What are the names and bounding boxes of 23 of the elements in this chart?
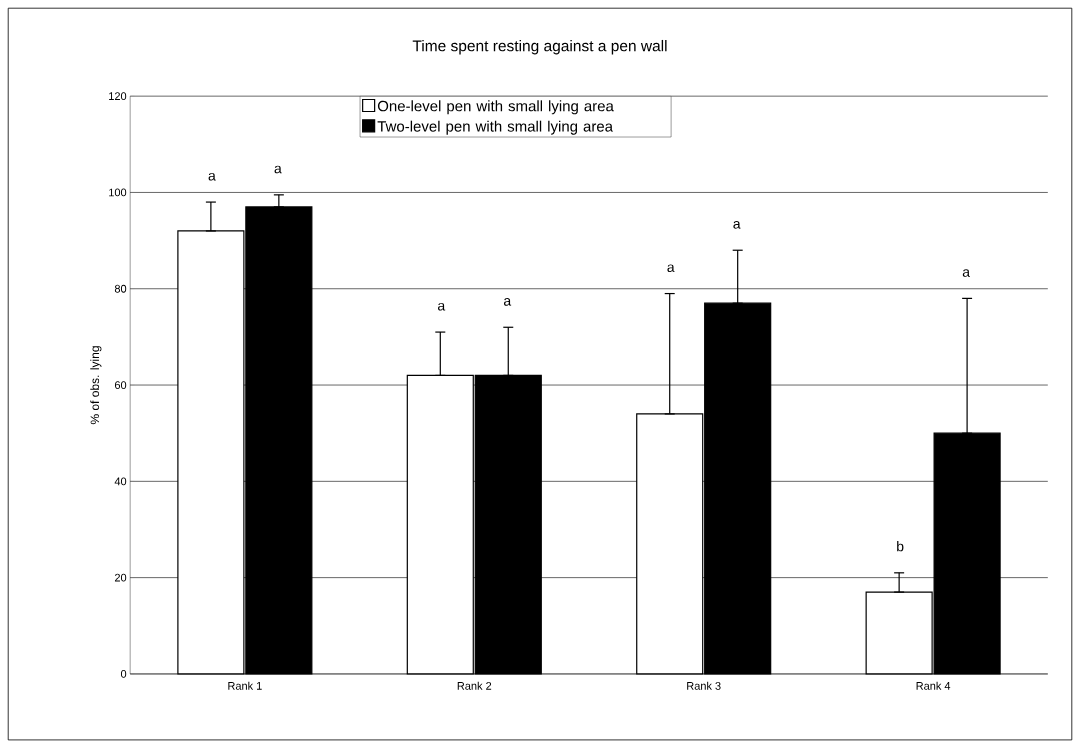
annotation: b (897, 540, 904, 552)
annotation: a (208, 172, 216, 181)
y-tick-label: 100 (109, 188, 127, 197)
y-tick-label: 60 (114, 381, 127, 389)
annotation: a (274, 165, 282, 174)
annotation: a (733, 221, 741, 229)
annotation: a (667, 264, 675, 272)
x-tick-label: Rank 1 (228, 681, 262, 690)
x-tick-label: Rank 4 (916, 681, 951, 690)
annotation: a (962, 269, 970, 277)
y-tick-label: 20 (114, 573, 127, 582)
legend-label: One-level pen with small lying area (377, 100, 614, 115)
legend-label: Two-level pen with small lying area (377, 120, 614, 135)
x-tick-label: Rank 2 (457, 681, 492, 690)
y-tick-label: 0 (120, 669, 127, 678)
y-tick-label: 120 (109, 92, 127, 100)
x-tick-label: Rank 3 (687, 681, 721, 690)
annotation: a (438, 302, 446, 311)
chart-title: Time spent resting against a pen wall (412, 39, 667, 55)
y-tick-label: 40 (114, 477, 127, 486)
annotation: a (503, 298, 512, 306)
y-axis-title: % of obs. lying (90, 346, 102, 425)
y-tick-label: 80 (114, 284, 127, 293)
